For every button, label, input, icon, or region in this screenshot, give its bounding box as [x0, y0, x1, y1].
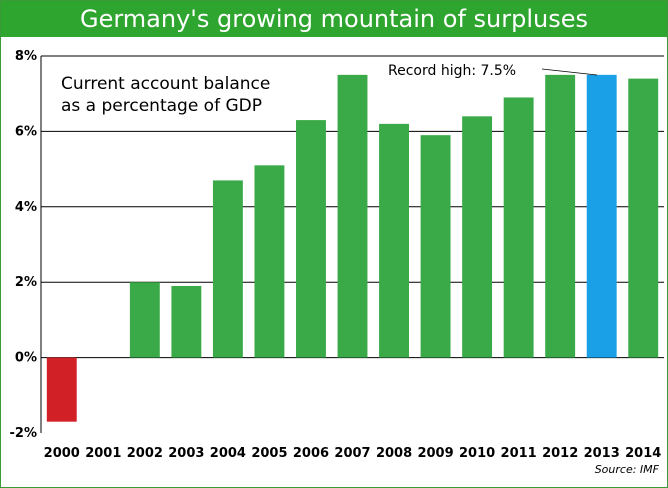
- chart-subtitle-line-2: as a percentage of GDP: [61, 96, 262, 116]
- chart-title: Germany's growing mountain of surpluses: [1, 1, 667, 37]
- bar-2012: [545, 74, 576, 358]
- x-tick-label-2012: 2012: [542, 446, 578, 461]
- bar-2011: [503, 97, 534, 358]
- x-tick-label-2006: 2006: [293, 446, 329, 461]
- x-tick-label-2001: 2001: [85, 446, 121, 461]
- bar-2005: [254, 165, 285, 358]
- x-tick-label-2002: 2002: [127, 446, 163, 461]
- x-tick-label-2008: 2008: [376, 446, 412, 461]
- bar-2009: [420, 135, 451, 358]
- annotation-leader-line: [541, 68, 598, 76]
- bar-2000: [46, 357, 77, 422]
- chart-subtitle-line-1: Current account balance: [61, 74, 270, 94]
- x-tick-label-2010: 2010: [459, 446, 495, 461]
- y-tick-label: 8%: [15, 49, 37, 64]
- y-tick-label: 4%: [15, 200, 37, 215]
- bar-2006: [296, 120, 326, 358]
- x-tick-label-2009: 2009: [417, 446, 453, 461]
- bar-2003: [171, 285, 202, 358]
- x-tick-label-2005: 2005: [251, 446, 287, 461]
- bar-2007: [337, 74, 368, 358]
- x-tick-label-2003: 2003: [168, 446, 204, 461]
- y-tick-label: -2%: [10, 426, 37, 441]
- bar-2010: [462, 116, 493, 358]
- bar-2013: [586, 74, 617, 358]
- x-tick-label-2013: 2013: [584, 446, 620, 461]
- y-tick-label: 0%: [15, 351, 37, 366]
- bar-2014: [628, 78, 659, 358]
- bar-2008: [379, 123, 409, 358]
- x-tick-label-2007: 2007: [334, 446, 370, 461]
- chart-source: Source: IMF: [595, 463, 660, 476]
- x-tick-label-2004: 2004: [210, 446, 246, 461]
- bar-2002: [129, 282, 160, 358]
- record-high-annotation: Record high: 7.5%: [388, 63, 516, 79]
- x-tick-label-2011: 2011: [501, 446, 537, 461]
- x-tick-label-2014: 2014: [625, 446, 661, 461]
- bar-2004: [212, 180, 243, 358]
- y-tick-label: 6%: [15, 124, 37, 139]
- y-tick-label: 2%: [15, 275, 37, 290]
- x-tick-label-2000: 2000: [44, 446, 80, 461]
